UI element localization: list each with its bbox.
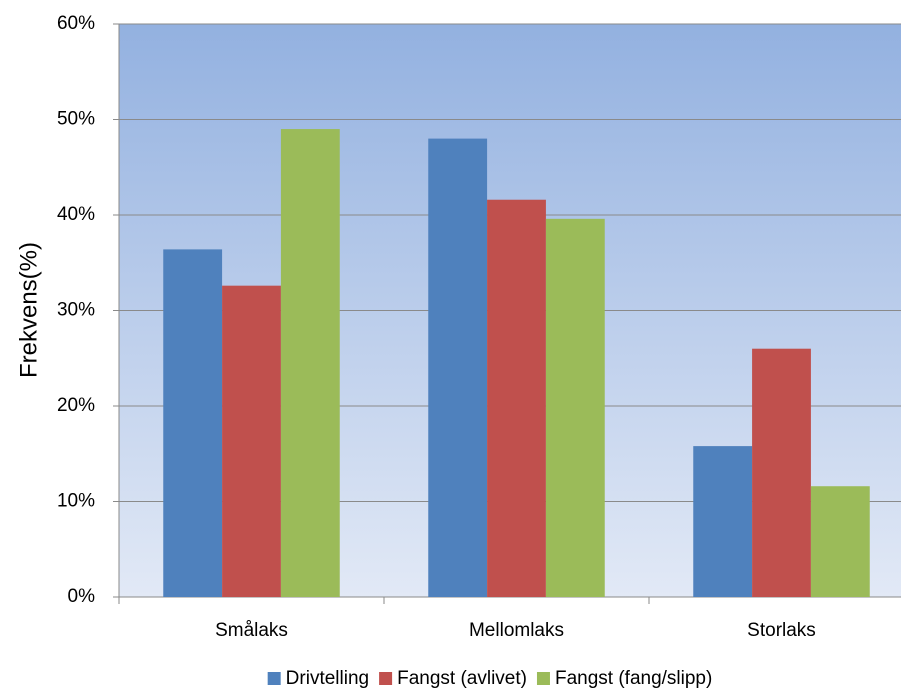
legend-label: Drivtelling xyxy=(286,668,369,689)
y-tick-label: 0% xyxy=(68,586,96,607)
legend-label: Fangst (fang/slipp) xyxy=(555,668,712,689)
bar xyxy=(693,446,753,597)
bar xyxy=(222,285,281,597)
bar xyxy=(752,348,811,597)
bar xyxy=(163,249,223,597)
x-tick-label: Mellomlaks xyxy=(469,620,564,641)
bar xyxy=(810,486,870,597)
bar xyxy=(487,199,546,597)
y-tick-label: 40% xyxy=(57,204,95,225)
bar xyxy=(428,138,488,597)
legend-swatch xyxy=(536,672,550,685)
y-tick-label: 50% xyxy=(57,109,95,130)
bar xyxy=(280,129,340,598)
y-axis-title: Frekvens(%) xyxy=(15,242,42,378)
y-tick-label: 10% xyxy=(57,491,95,512)
y-tick-label: 60% xyxy=(57,13,95,34)
x-tick-label: Storlaks xyxy=(747,620,816,641)
layer: 0% 10% 20% 30% 40% 50% 60% Smålaks Mellomlaks Sto… xyxy=(57,13,901,689)
legend-label: Fangst (avlivet) xyxy=(397,668,527,689)
y-tick-label: 20% xyxy=(57,395,95,416)
bar xyxy=(545,218,605,597)
x-tick-label: Smålaks xyxy=(215,620,288,641)
y-tick-label: 30% xyxy=(57,300,95,321)
legend-swatch xyxy=(267,672,281,685)
legend-swatch xyxy=(379,672,393,685)
